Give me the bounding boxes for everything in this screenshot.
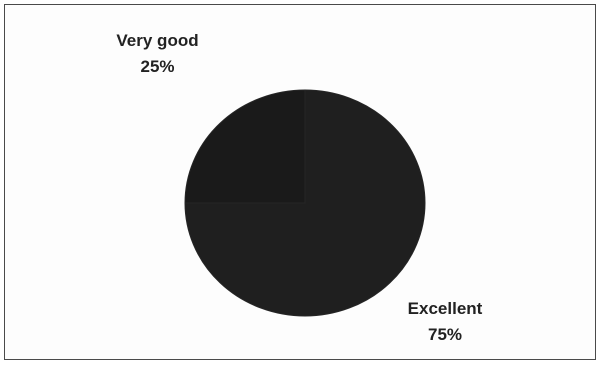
slice-value-excellent: 75% bbox=[427, 325, 463, 344]
slice-value-very-good: 25% bbox=[140, 57, 175, 76]
pie-slice-excellent bbox=[184, 89, 426, 317]
slice-label-excellent: Excellent 75% bbox=[395, 296, 495, 348]
slice-name-very-good: Very good bbox=[116, 31, 199, 50]
slice-name-excellent: Excellent bbox=[407, 299, 483, 318]
pie-slice-very-good bbox=[184, 89, 306, 204]
slice-label-very-good: Very good 25% bbox=[100, 28, 215, 80]
